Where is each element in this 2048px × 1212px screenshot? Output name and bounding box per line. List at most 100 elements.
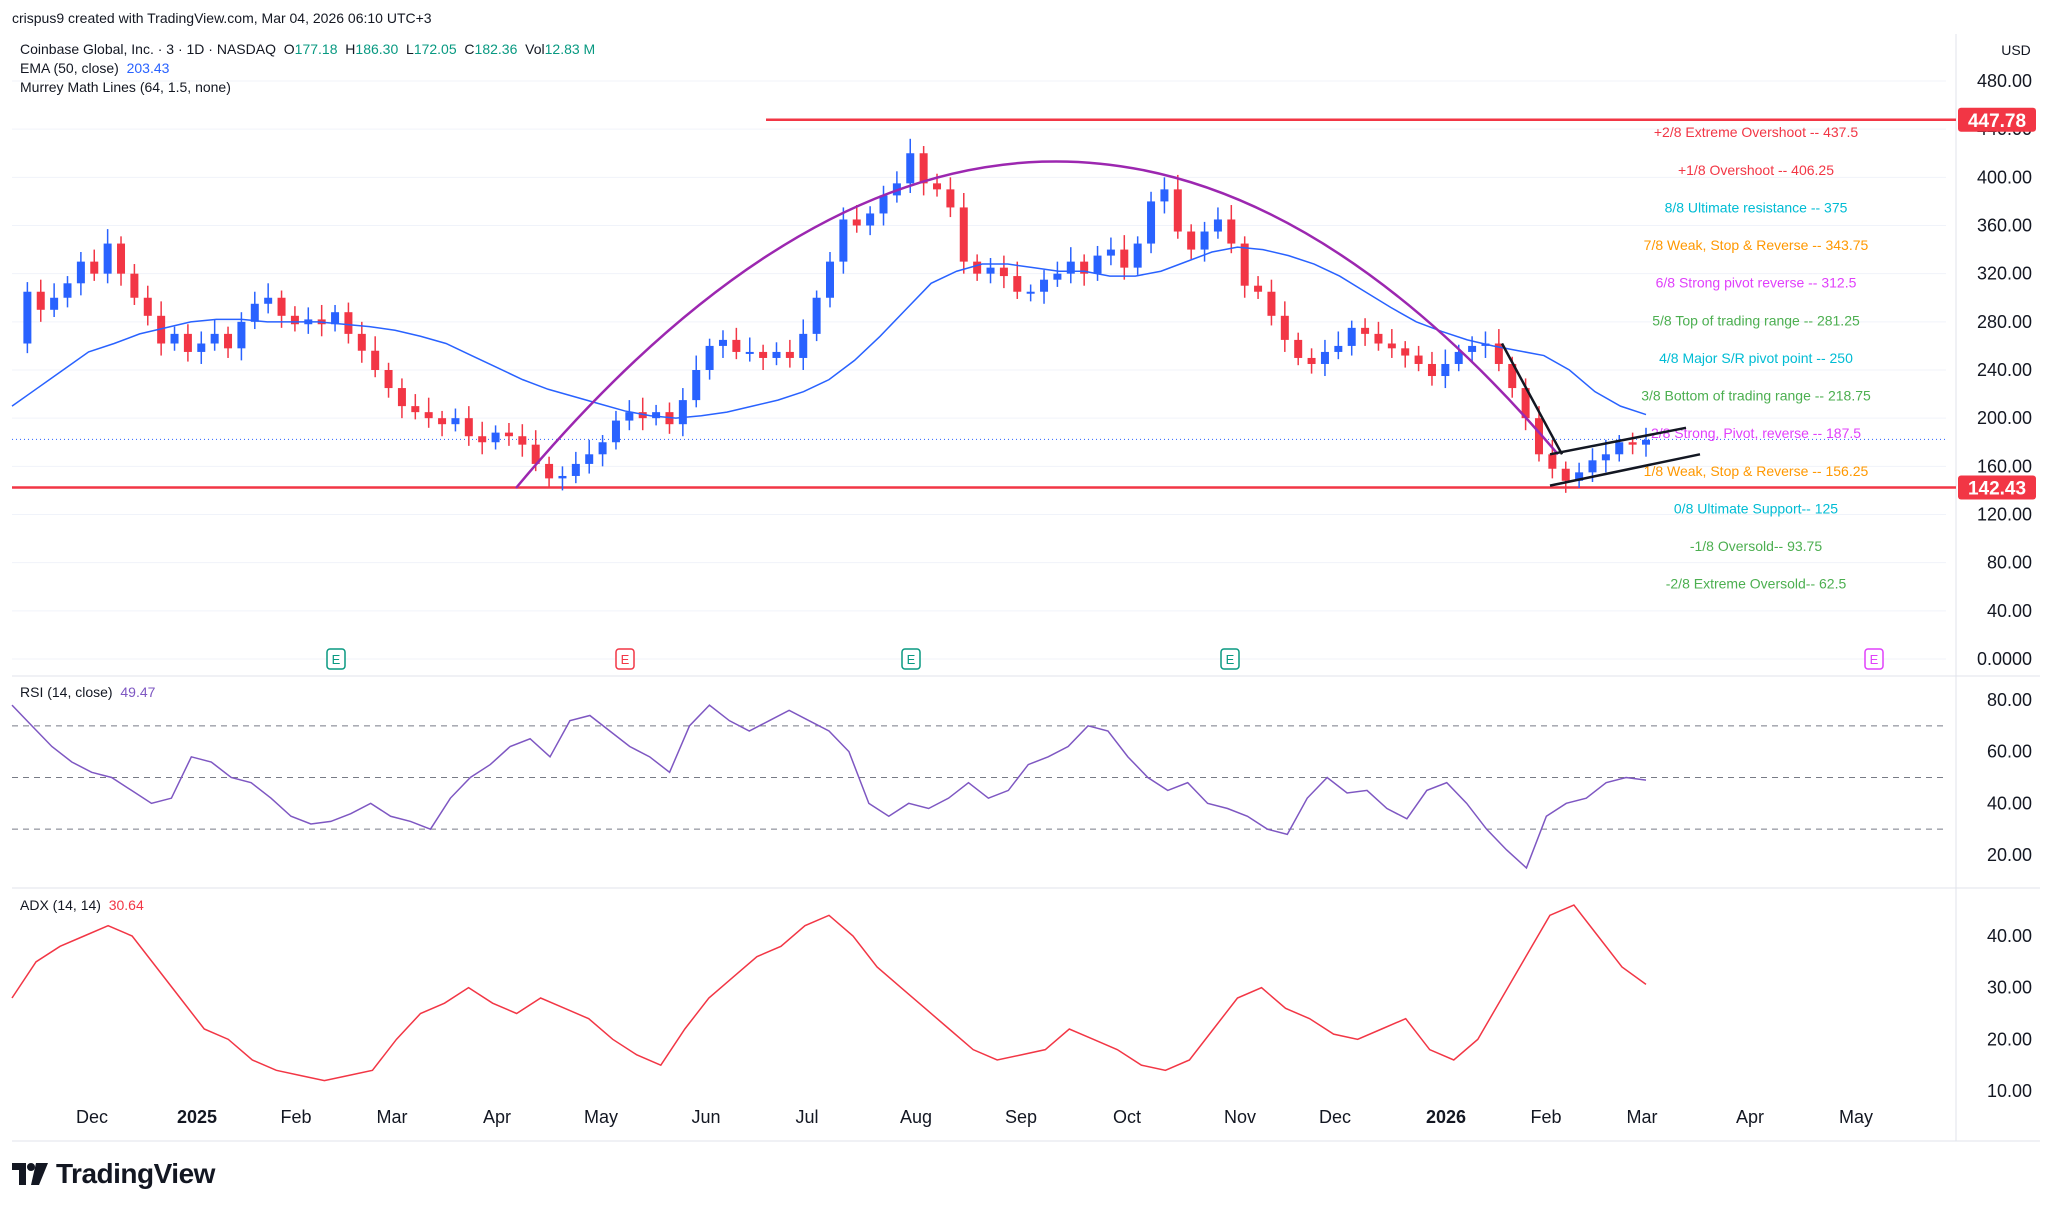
legend-murrey-row[interactable]: Murrey Math Lines (64, 1.5, none) [20, 79, 231, 95]
time-tick-label: May [1839, 1107, 1873, 1127]
horizontal-level-label: 447.78 [1968, 111, 2026, 132]
price-tick-label: 80.00 [1987, 553, 2032, 573]
candle-body [999, 267, 1008, 277]
time-tick-label: Jun [691, 1107, 720, 1127]
candle-body [745, 351, 754, 354]
murrey-line-label: 5/8 Top of trading range -- 281.25 [1652, 312, 1860, 328]
murrey-line-label: 4/8 Major S/R pivot point -- 250 [1659, 350, 1853, 366]
candle-body [1213, 219, 1222, 232]
currency-label: USD [2001, 42, 2031, 58]
murrey-line-label: -2/8 Extreme Oversold-- 62.5 [1666, 576, 1847, 592]
candle-body [1280, 315, 1289, 340]
candle-body [852, 219, 861, 226]
candle-body [23, 291, 32, 344]
time-tick-label: Oct [1113, 1107, 1141, 1127]
candle-body [1588, 460, 1597, 473]
price-tick-label: 40.00 [1987, 601, 2032, 621]
time-tick-label: 2026 [1426, 1107, 1466, 1127]
candle-body [1561, 468, 1570, 481]
candle-body [1066, 261, 1075, 274]
candle-body [1374, 333, 1383, 344]
candle-body [478, 436, 487, 443]
candle-body [170, 333, 179, 344]
candle-body [1320, 351, 1329, 364]
candle-body [143, 297, 152, 316]
candle-body [1120, 249, 1129, 268]
earnings-marker-icon [326, 648, 346, 670]
candle-body [558, 475, 567, 479]
time-tick-label: Aug [900, 1107, 932, 1127]
rsi-tick-label: 60.00 [1987, 742, 2032, 762]
tradingview-logo[interactable]: TradingView [12, 1158, 215, 1190]
time-tick-label: Feb [280, 1107, 311, 1127]
candle-body [986, 267, 995, 274]
candle-body [1106, 249, 1115, 256]
candle-body [812, 297, 821, 334]
horizontal-level-badge [1958, 107, 2036, 132]
legend-adx-row[interactable]: ADX (14, 14) 30.64 [20, 897, 144, 913]
candle-body [1494, 343, 1503, 364]
candle-body [50, 297, 59, 310]
legend-ema-row[interactable]: EMA (50, close) 203.43 [20, 60, 169, 76]
candle-body [598, 442, 607, 455]
candle-body [625, 412, 634, 421]
legend-ema-value: 203.43 [126, 60, 170, 76]
ema-line [11, 246, 1647, 419]
candle-body [785, 351, 794, 358]
candle-body [1160, 189, 1169, 202]
price-tick-label: 160.00 [1977, 456, 2032, 476]
candle-body [1347, 327, 1356, 346]
rounding-top-arc [515, 160, 1559, 489]
candle-body [290, 315, 299, 325]
legend-open: 177.18 [294, 41, 338, 57]
legend-symbol-row[interactable]: Coinbase Global, Inc. · 3 · 1D · NASDAQ … [20, 41, 595, 57]
candle-body [545, 463, 554, 479]
candle-body [157, 315, 166, 344]
candle-body [759, 351, 768, 358]
candle-body [1173, 189, 1182, 232]
candle-body [1026, 291, 1035, 294]
candle-body [1334, 345, 1343, 352]
time-tick-label: Jul [795, 1107, 818, 1127]
flagpole-line [1500, 342, 1564, 455]
candle-body [718, 339, 727, 346]
legend-rsi-row[interactable]: RSI (14, close) 49.47 [20, 684, 155, 700]
candle-body [397, 388, 406, 407]
legend-close-label: C [464, 41, 475, 57]
legend-high-label: H [345, 41, 356, 57]
murrey-line-label: 6/8 Strong pivot reverse -- 312.5 [1656, 275, 1857, 291]
candle-body [424, 412, 433, 419]
time-tick-label: Nov [1224, 1107, 1256, 1127]
candle-body [585, 454, 594, 464]
time-tick-label: Mar [1627, 1107, 1658, 1127]
candle-body [384, 370, 393, 389]
candle-body [1053, 273, 1062, 280]
earnings-marker-letter: E [332, 652, 341, 667]
candle-body [130, 273, 139, 298]
candle-body [799, 333, 808, 358]
candle-body [946, 189, 955, 208]
price-tick-label: 200.00 [1977, 408, 2032, 428]
legend-open-label: O [283, 41, 295, 57]
adx-tick-label: 20.00 [1987, 1029, 2032, 1049]
earnings-marker-icon [1220, 648, 1240, 670]
candle-body [183, 333, 192, 352]
time-tick-label: Dec [76, 1107, 108, 1127]
candle-body [504, 432, 513, 437]
candle-body [1468, 345, 1477, 352]
candle-body [1601, 454, 1610, 461]
candle-body [237, 321, 246, 349]
tradingview-logo-icon [12, 1163, 48, 1185]
candle-body [1628, 442, 1637, 445]
candle-body [1093, 255, 1102, 274]
candle-body [371, 350, 380, 370]
price-tick-label: 0.0000 [1977, 649, 2032, 669]
horizontal-level-label: 142.43 [1968, 478, 2026, 499]
price-tick-label: 280.00 [1977, 312, 2032, 332]
candle-body [866, 213, 875, 226]
rsi-line [11, 704, 1647, 870]
legend-low-label: L [406, 41, 414, 57]
candle-body [638, 412, 647, 419]
